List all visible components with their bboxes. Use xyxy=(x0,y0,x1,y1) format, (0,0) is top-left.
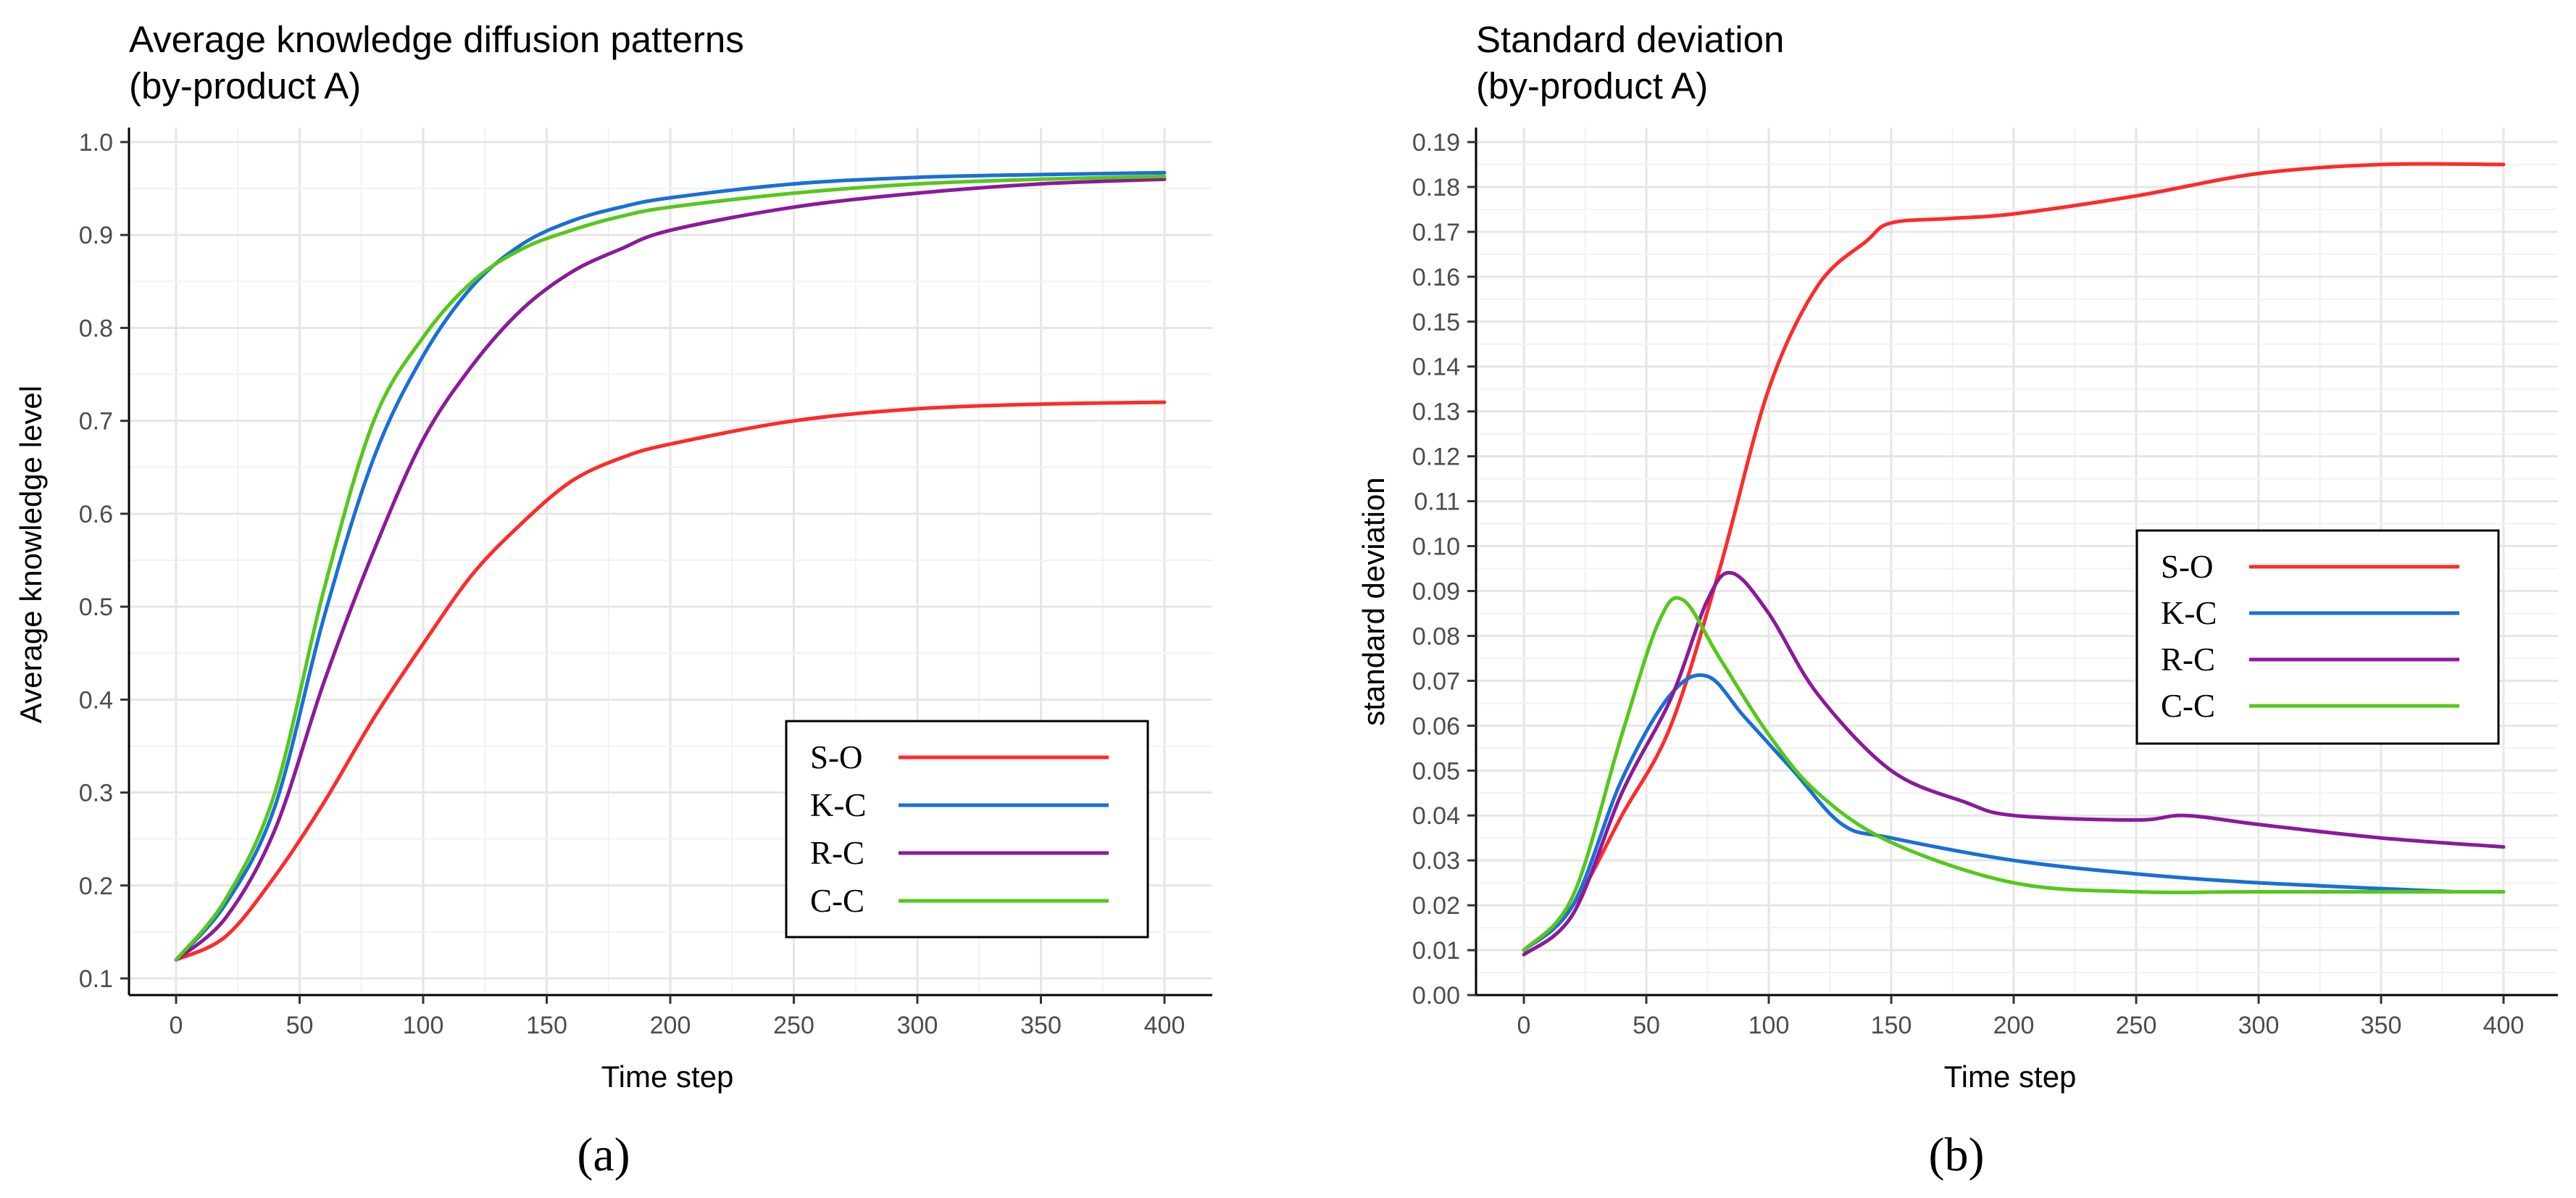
series-line-s-o xyxy=(1522,162,2506,952)
series-line-r-c xyxy=(174,177,1167,962)
y-tick-label: 0.09 xyxy=(1412,578,1460,605)
x-tick-label: 200 xyxy=(1993,1012,2035,1039)
panel-b-legend: S-O K-C R-C C-C xyxy=(2135,529,2500,745)
x-tick-label: 300 xyxy=(897,1012,938,1039)
x-tick-label: 0 xyxy=(1517,1012,1531,1039)
y-tick-label: 0.02 xyxy=(1412,892,1460,920)
y-tick-label: 0.08 xyxy=(1412,623,1460,650)
y-tick-label: 0.3 xyxy=(79,780,113,807)
y-tick-label: 0.10 xyxy=(1412,533,1460,561)
x-tick-label: 150 xyxy=(1871,1012,1912,1039)
panel-a-title-line-2: (by-product A) xyxy=(129,65,361,107)
y-tick-label: 0.5 xyxy=(79,594,113,621)
panel-b-x-label: Time step xyxy=(1944,1060,2077,1094)
series-line-k-c xyxy=(174,170,1167,962)
y-tick-label: 0.11 xyxy=(1414,488,1460,516)
panel-b-legend-label: C-C xyxy=(2161,688,2215,724)
x-tick-label: 250 xyxy=(773,1012,814,1039)
y-tick-label: 0.12 xyxy=(1412,444,1460,471)
panel-a-legend-label: R-C xyxy=(810,835,864,871)
x-tick-label: 50 xyxy=(286,1012,314,1039)
x-tick-label: 200 xyxy=(650,1012,691,1039)
panel-b-y-label: standard deviation xyxy=(1356,477,1391,725)
y-tick-label: 0.13 xyxy=(1412,399,1460,426)
panel-b-caption: (b) xyxy=(1929,1128,1985,1181)
y-tick-label: 0.9 xyxy=(79,222,113,249)
panel-b-ticks: 0 50 100 150 200 250 300 350 400 0.00 0.01 0.02 0.03… xyxy=(1412,129,2525,1039)
panel-b-legend-label: K-C xyxy=(2161,595,2217,631)
panel-a-legend-label: S-O xyxy=(810,739,863,775)
y-tick-label: 0.6 xyxy=(79,501,113,528)
y-tick-label: 0.03 xyxy=(1412,847,1460,875)
panel-b-legend-label: R-C xyxy=(2161,641,2215,678)
y-tick-label: 0.07 xyxy=(1412,667,1460,695)
y-tick-label: 0.06 xyxy=(1412,712,1460,740)
panel-a-y-label: Average knowledge level xyxy=(14,386,48,723)
panel-a-x-label: Time step xyxy=(601,1060,734,1094)
panel-a-caption: (a) xyxy=(577,1128,630,1181)
panel-a-legend-label: C-C xyxy=(810,883,864,919)
y-tick-label: 0.00 xyxy=(1412,982,1460,1010)
panel-b-title-line-2: (by-product A) xyxy=(1476,65,1708,107)
series-line-r-c xyxy=(1522,570,2506,957)
y-tick-label: 0.01 xyxy=(1412,937,1460,965)
x-tick-label: 400 xyxy=(2483,1012,2525,1039)
panel-a-title-line-1: Average knowledge diffusion patterns xyxy=(129,19,744,60)
y-tick-label: 0.05 xyxy=(1412,757,1460,785)
y-tick-label: 0.15 xyxy=(1412,309,1460,336)
panel-a: Average knowledge diffusion patterns (by… xyxy=(14,19,1212,1181)
y-tick-label: 1.0 xyxy=(79,129,113,157)
y-tick-label: 0.7 xyxy=(79,408,113,436)
series-line-k-c xyxy=(1522,673,2456,952)
y-tick-label: 0.2 xyxy=(79,873,113,900)
x-tick-label: 350 xyxy=(2361,1012,2402,1039)
series-line-c-c xyxy=(1522,596,2506,952)
panel-a-ticks: 0 50 100 150 200 250 300 350 400 0.1 0.2 0.3 0.4 0.5 0… xyxy=(79,129,1185,1039)
x-tick-label: 400 xyxy=(1144,1012,1185,1039)
series-line-c-c xyxy=(174,174,1167,962)
panel-a-legend: S-O K-C R-C C-C xyxy=(785,720,1149,939)
x-tick-label: 100 xyxy=(1748,1012,1790,1039)
x-tick-label: 0 xyxy=(170,1012,183,1039)
panel-b-lines xyxy=(1522,162,2506,957)
y-tick-label: 0.8 xyxy=(79,315,113,342)
x-tick-label: 50 xyxy=(1633,1012,1660,1039)
y-tick-label: 0.19 xyxy=(1412,129,1460,157)
y-tick-label: 0.16 xyxy=(1412,264,1460,291)
panel-a-legend-label: K-C xyxy=(810,787,867,823)
y-tick-label: 0.4 xyxy=(79,686,113,714)
x-tick-label: 350 xyxy=(1020,1012,1062,1039)
series-line-s-o xyxy=(174,400,1167,962)
panel-b-legend-label: S-O xyxy=(2161,549,2214,585)
panel-b: Standard deviation (by-product A) 0 50 100… xyxy=(1356,19,2558,1181)
y-tick-label: 0.17 xyxy=(1412,219,1460,246)
x-tick-label: 250 xyxy=(2116,1012,2157,1039)
x-tick-label: 300 xyxy=(2238,1012,2280,1039)
panel-a-lines xyxy=(174,170,1167,962)
x-tick-label: 150 xyxy=(526,1012,567,1039)
y-tick-label: 0.14 xyxy=(1412,354,1460,381)
y-tick-label: 0.18 xyxy=(1412,174,1460,201)
y-tick-label: 0.1 xyxy=(79,965,113,993)
x-tick-label: 100 xyxy=(403,1012,444,1039)
y-tick-label: 0.04 xyxy=(1412,802,1460,830)
panel-b-title-line-1: Standard deviation xyxy=(1476,19,1784,60)
